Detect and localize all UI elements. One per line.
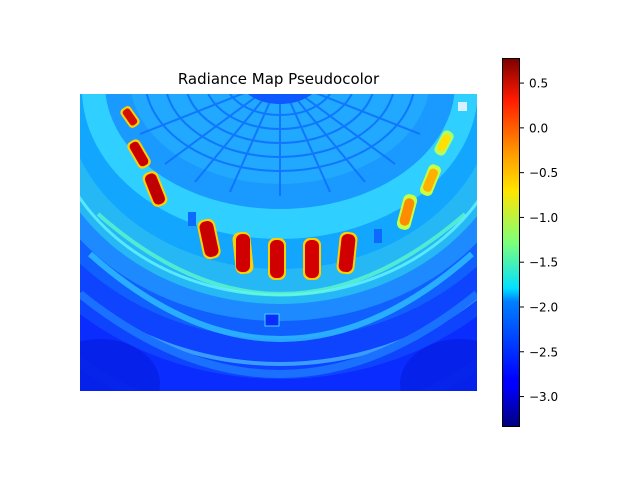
colorbar-ticks: 0.5 0.0 −0.5 −1.0 −1.5 −2.0 −2.5 −3.0	[520, 77, 558, 404]
colorbar-tick-label: 0.5	[529, 77, 548, 91]
chart-title: Radiance Map Pseudocolor	[177, 70, 380, 88]
colorbar-tick-label: −3.0	[529, 390, 558, 404]
colorbar-tick-label: −0.5	[529, 166, 558, 180]
colorbar-tick-label: 0.0	[529, 121, 548, 135]
radiance-image	[80, 94, 477, 391]
colorbar-tick-label: −1.5	[529, 256, 558, 270]
colorbar	[502, 58, 520, 427]
colorbar-tick-label: −2.5	[529, 345, 558, 359]
colorbar-tick-label: −2.0	[529, 300, 558, 314]
colorbar-tick-label: −1.0	[529, 211, 558, 225]
